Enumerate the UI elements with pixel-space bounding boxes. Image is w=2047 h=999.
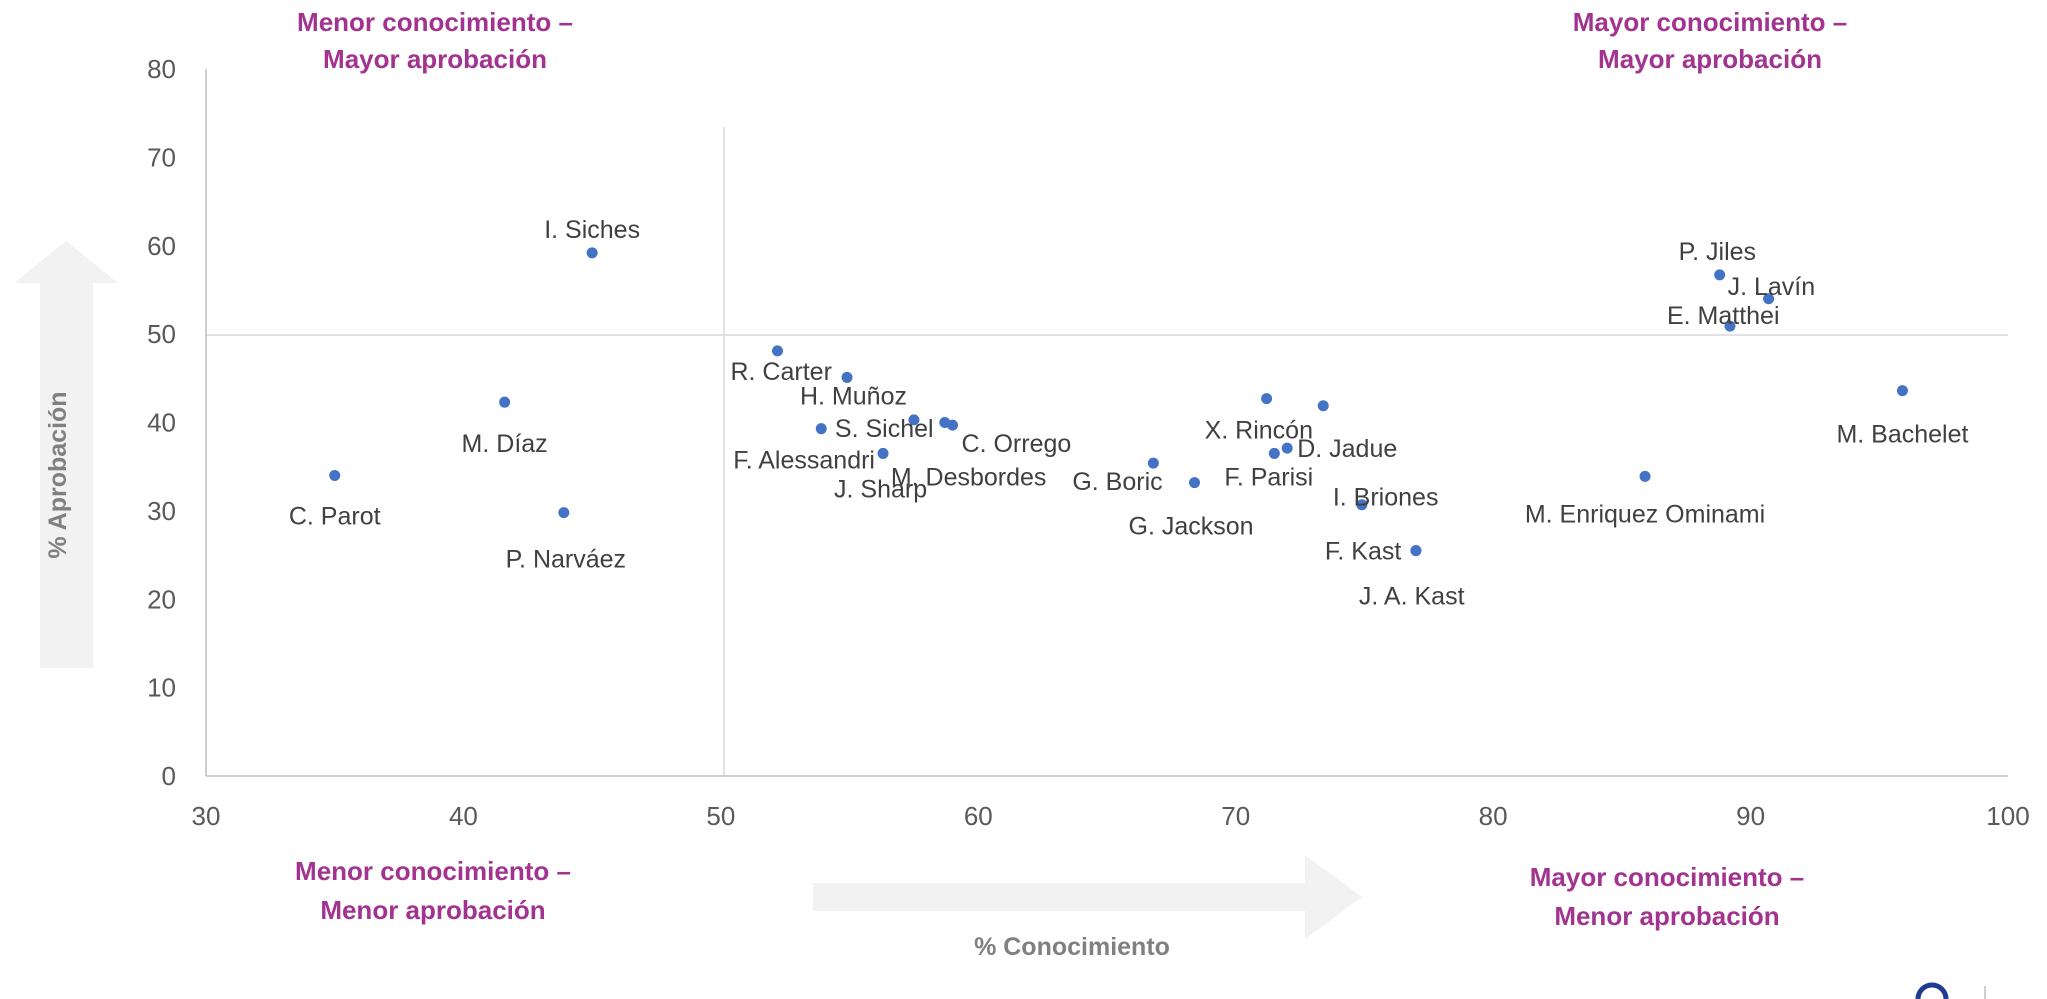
quadrant-bottom-right-line2: Menor aprobación	[1554, 901, 1779, 931]
x-tick-label: 70	[1221, 801, 1250, 831]
x-axis-title: % Conocimiento	[974, 933, 1170, 961]
point-label: S. Sichel	[835, 415, 934, 443]
quadrant-bottom-left-line2: Menor aprobación	[320, 895, 545, 925]
data-points	[329, 247, 1908, 557]
point-labels: C. Parot M. Díaz P. Narváez I. Siches R. Car…	[289, 216, 1969, 611]
point-label: H. Muñoz	[800, 382, 907, 410]
point-label: M. Desbordes	[891, 464, 1047, 492]
data-point	[1639, 470, 1651, 482]
point-label: I. Siches	[544, 216, 640, 244]
data-point	[1268, 447, 1280, 459]
point-label: R. Carter	[730, 358, 831, 386]
y-tick-label: 0	[162, 761, 176, 791]
y-tick-label: 40	[147, 408, 176, 438]
point-label: E. Matthei	[1667, 302, 1780, 330]
data-point	[499, 396, 511, 408]
data-point	[841, 371, 853, 383]
point-label: I. Briones	[1333, 484, 1439, 512]
data-point	[1714, 269, 1726, 281]
data-point	[1763, 293, 1775, 305]
quadrant-top-right-line1: Mayor conocimiento –	[1573, 7, 1848, 37]
x-tick-label: 30	[192, 801, 221, 831]
quadrant-bottom-right-line1: Mayor conocimiento –	[1530, 862, 1805, 892]
point-label: F. Alessandri	[733, 447, 875, 475]
quadrant-bottom-left-line1: Menor conocimiento –	[295, 856, 571, 886]
point-label: C. Parot	[289, 503, 381, 531]
point-label: D. Jadue	[1297, 435, 1397, 463]
quadrant-top-left-line2: Mayor aprobación	[323, 44, 547, 74]
y-tick-label: 30	[147, 496, 176, 526]
y-tick-label: 70	[147, 142, 176, 172]
y-tick-label: 50	[147, 319, 176, 349]
point-label: P. Jiles	[1679, 238, 1756, 266]
point-label: G. Boric	[1072, 468, 1162, 496]
point-label: J. Sharp	[834, 475, 927, 503]
data-point	[329, 470, 341, 482]
y-tick-label: 20	[147, 584, 176, 614]
point-label: G. Jackson	[1129, 513, 1254, 541]
data-point	[1317, 400, 1329, 412]
y-axis-arrow	[14, 241, 118, 668]
x-tick-label: 60	[964, 801, 993, 831]
point-label: J. A. Kast	[1359, 583, 1465, 611]
point-label: F. Kast	[1325, 538, 1401, 566]
point-label: P. Narváez	[506, 546, 626, 574]
data-point	[1281, 442, 1293, 454]
y-tick-label: 10	[147, 673, 176, 703]
data-point	[815, 423, 827, 435]
point-label: M. Díaz	[462, 430, 548, 458]
data-point	[1356, 499, 1368, 511]
data-point	[947, 419, 959, 431]
tick-labels: 0 10 20 30 40 50 60 70 80 30 40 50 60 70 80 90 100	[147, 54, 2030, 831]
y-axis-title: % Aprobación	[44, 391, 72, 558]
quadrant-top-right-line2: Mayor aprobación	[1598, 44, 1822, 74]
point-label: M. Bachelet	[1836, 421, 1968, 449]
data-point	[1147, 457, 1159, 469]
x-tick-label: 40	[449, 801, 478, 831]
point-label: X. Rincón	[1205, 417, 1313, 445]
data-point	[1724, 320, 1736, 332]
data-point	[1189, 477, 1201, 489]
x-tick-label: 100	[1986, 801, 2029, 831]
x-tick-label: 90	[1736, 801, 1765, 831]
y-tick-label: 80	[147, 54, 176, 84]
data-point	[1261, 393, 1273, 405]
data-point	[908, 414, 920, 426]
x-axis-arrow	[813, 855, 1362, 939]
data-point	[586, 247, 598, 259]
data-point	[558, 507, 570, 519]
y-tick-label: 60	[147, 231, 176, 261]
point-label: C. Orrego	[962, 430, 1072, 458]
data-point	[1410, 545, 1422, 557]
point-label: M. Enriquez Ominami	[1525, 500, 1765, 528]
x-tick-label: 50	[706, 801, 735, 831]
data-point	[771, 345, 783, 357]
logo-icon	[1915, 982, 1949, 999]
quadrant-top-left-line1: Menor conocimiento –	[297, 7, 573, 37]
point-label: J. Lavín	[1728, 273, 1816, 301]
data-point	[1896, 385, 1908, 397]
data-point	[877, 447, 889, 459]
point-label: F. Parisi	[1224, 463, 1313, 491]
x-tick-label: 80	[1479, 801, 1508, 831]
